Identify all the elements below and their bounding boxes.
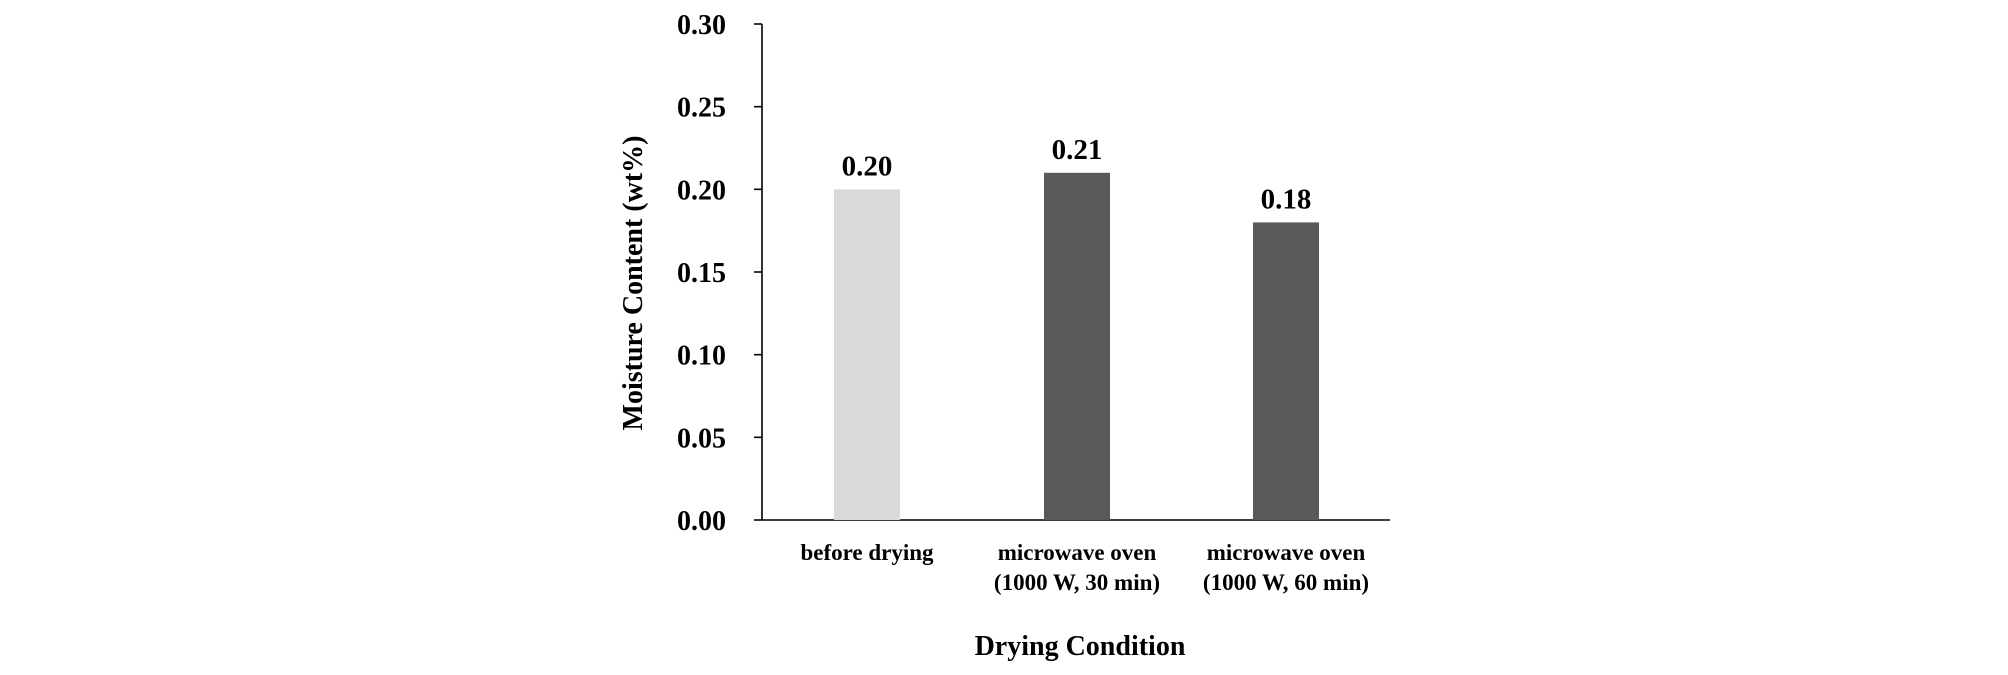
data-labels: 0.20 0.21 0.18 <box>842 134 1312 216</box>
x-tick-label: microwave oven <box>998 540 1157 565</box>
y-axis: 0.00 0.05 0.10 0.15 0.20 0.25 0.30 <box>677 10 763 537</box>
data-label: 0.21 <box>1052 134 1103 166</box>
bar <box>1044 172 1110 521</box>
y-tick-label: 0.05 <box>677 423 726 454</box>
y-tick-label: 0.00 <box>677 506 726 537</box>
y-tick-label: 0.20 <box>677 175 726 206</box>
y-tick-label: 0.25 <box>677 93 726 124</box>
category-labels: before drying microwave oven (1000 W, 30 m… <box>800 540 1369 595</box>
data-label: 0.18 <box>1261 183 1312 215</box>
y-tick-label: 0.10 <box>677 341 726 372</box>
x-tick-label: microwave oven <box>1207 540 1366 565</box>
x-axis-title: Drying Condition <box>975 631 1186 662</box>
x-tick-label: (1000 W, 30 min) <box>994 570 1160 595</box>
y-tick-label: 0.15 <box>677 258 726 289</box>
x-tick-label: (1000 W, 60 min) <box>1203 570 1369 595</box>
bar <box>1253 222 1319 520</box>
x-tick-label: before drying <box>800 540 934 565</box>
data-label: 0.20 <box>842 150 893 182</box>
bar <box>834 189 900 521</box>
y-axis-title: Moisture Content (wt%) <box>618 136 649 431</box>
y-tick-label: 0.30 <box>677 10 726 41</box>
bars <box>834 172 1319 521</box>
